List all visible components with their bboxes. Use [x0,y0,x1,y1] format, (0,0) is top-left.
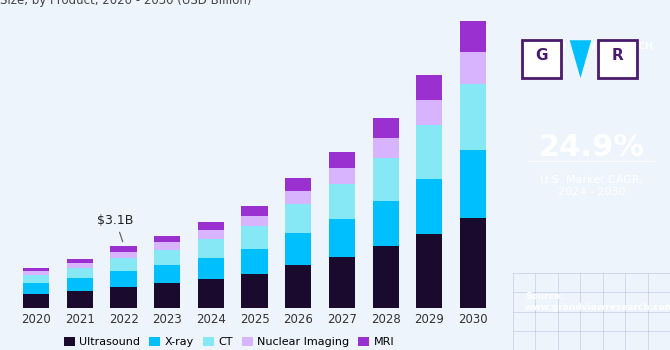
Bar [416,100,442,125]
Bar [241,216,268,226]
Bar [23,271,50,275]
Bar [241,274,268,308]
Bar [373,246,399,308]
Bar [154,236,180,242]
Bar [460,150,486,218]
Bar [329,152,355,168]
Bar [416,125,442,178]
Bar [154,284,180,308]
Bar [198,222,224,230]
Polygon shape [570,40,591,78]
Bar [416,178,442,234]
Text: $3.1B: $3.1B [97,214,134,242]
Bar [111,271,137,287]
Bar [111,246,137,252]
Bar [373,201,399,246]
Bar [111,258,137,271]
Text: U.S. Market CAGR,
2024 - 2030: U.S. Market CAGR, 2024 - 2030 [540,175,643,197]
Bar [329,184,355,219]
Bar [67,263,93,268]
Bar [23,275,50,284]
Bar [460,84,486,150]
Bar [241,206,268,216]
Bar [154,242,180,250]
Bar [67,259,93,263]
Text: Source:
www.grandviewresearch.com: Source: www.grandviewresearch.com [525,292,670,312]
Bar [329,257,355,308]
Bar [111,252,137,258]
Bar [241,226,268,249]
Bar [23,294,50,308]
Bar [67,279,93,291]
Bar [598,40,637,78]
Bar [285,265,312,308]
Bar [198,279,224,308]
Bar [416,75,442,100]
Bar [329,219,355,257]
Bar [416,234,442,308]
Bar [285,233,312,265]
Bar [67,268,93,279]
Text: G: G [535,49,548,63]
Bar [285,178,312,190]
Bar [198,239,224,258]
Legend: Ultrasound, X-ray, CT, Nuclear Imaging, MRI: Ultrasound, X-ray, CT, Nuclear Imaging, … [59,332,399,350]
Bar [460,218,486,308]
Bar [198,258,224,279]
Bar [198,230,224,239]
Bar [460,21,486,52]
Text: 24.9%: 24.9% [538,133,645,162]
Bar [460,52,486,84]
Bar [373,118,399,138]
Bar [329,168,355,184]
Bar [111,287,137,308]
Bar [67,291,93,308]
Bar [241,249,268,274]
Text: R: R [612,49,624,63]
Bar [23,268,50,271]
Bar [154,265,180,284]
Bar [154,250,180,265]
Text: GRAND VIEW RESEARCH: GRAND VIEW RESEARCH [530,42,653,51]
Bar [285,190,312,204]
Bar [373,138,399,158]
Bar [23,284,50,294]
Text: Size, by Product, 2020 - 2030 (USD Billion): Size, by Product, 2020 - 2030 (USD Billi… [0,0,251,7]
Bar [373,158,399,201]
Bar [285,204,312,233]
Bar [522,40,561,78]
